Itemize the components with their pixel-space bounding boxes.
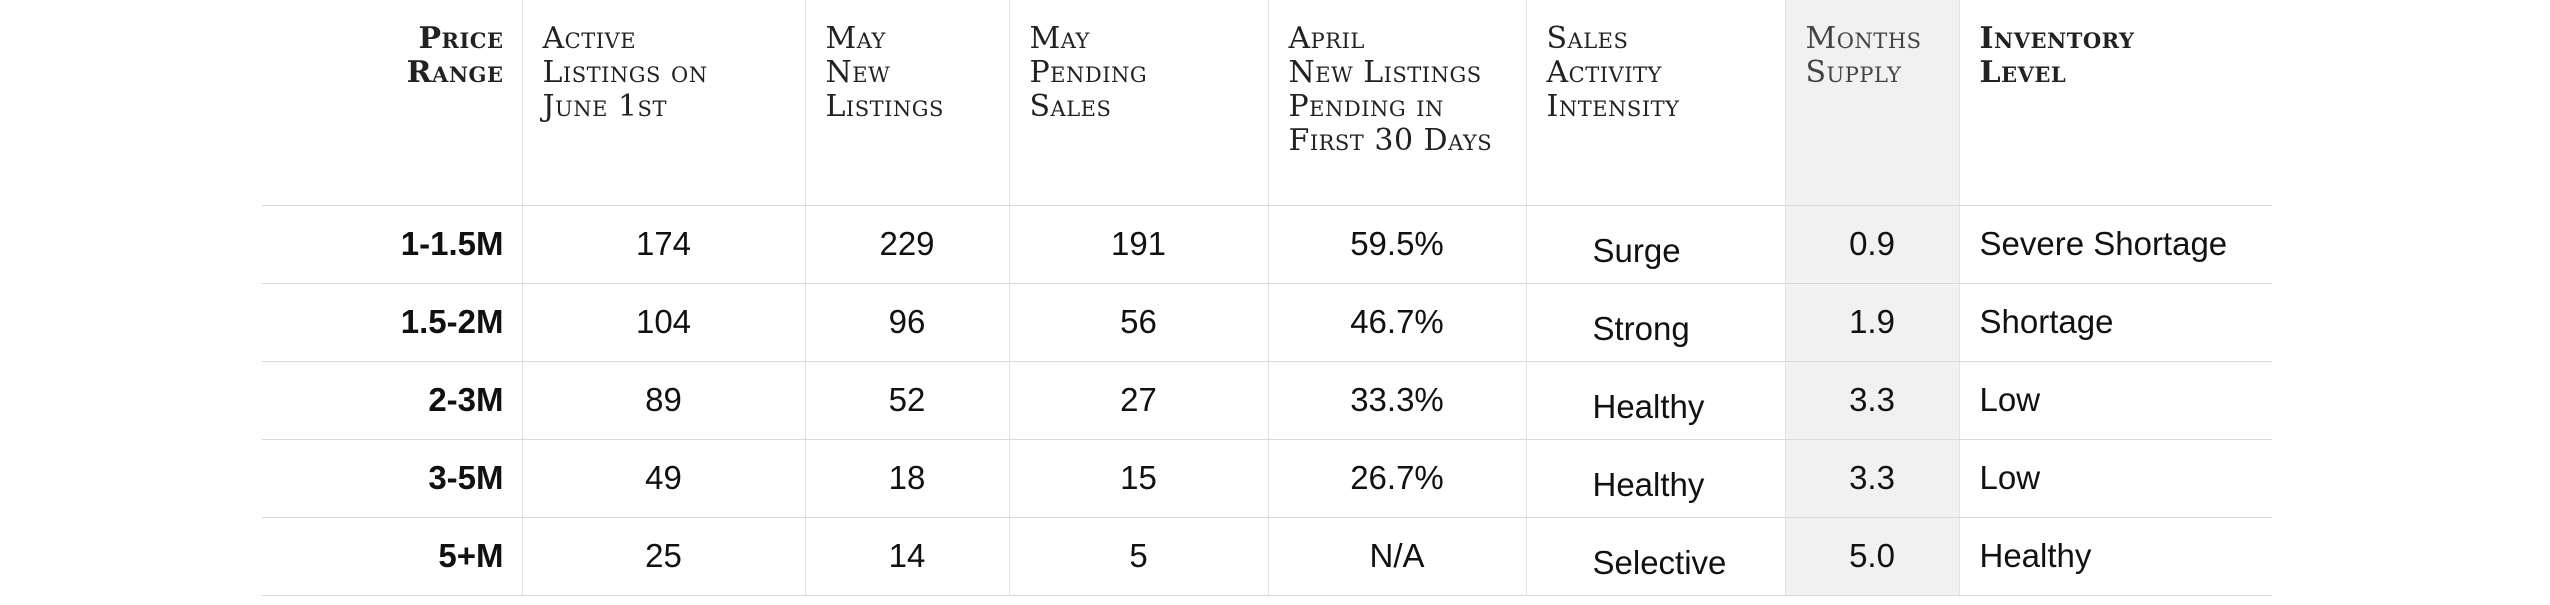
header-line: Intensity: [1546, 89, 1680, 124]
cell-inventory-level: Severe Shortage: [1958, 205, 2272, 284]
table-row: 2-3M 89 52 27 33.3% Healthy 3.3 Low: [262, 361, 2272, 440]
cell-inventory-level: Healthy: [1958, 517, 2272, 596]
header-line: Supply: [1805, 55, 1902, 90]
header-row: Price Range Active Listings on June 1st …: [262, 0, 2272, 206]
header-line: Pending in: [1288, 89, 1444, 124]
header-line: Level: [1979, 55, 2067, 90]
cell-april-pending: 46.7%: [1267, 283, 1526, 362]
table-row: 1.5-2M 104 96 56 46.7% Strong 1.9 Shorta…: [262, 283, 2272, 362]
cell-inventory-level: Low: [1958, 439, 2272, 518]
cell-sales-intensity: Healthy: [1525, 361, 1785, 440]
cell-active-listings: 49: [521, 439, 805, 518]
cell-months-supply: 3.3: [1784, 361, 1959, 440]
cell-april-pending: 33.3%: [1267, 361, 1526, 440]
cell-active-listings: 174: [521, 205, 805, 284]
header-line: Price: [418, 21, 504, 56]
header-price-range: Price Range: [262, 0, 522, 206]
table-row: 3-5M 49 18 15 26.7% Healthy 3.3 Low: [262, 439, 2272, 518]
header-line: Pending: [1029, 55, 1148, 90]
cell-sales-intensity: Strong: [1525, 283, 1785, 362]
header-line: Activity: [1546, 55, 1662, 90]
header-sales-activity: Sales Activity Intensity: [1525, 0, 1785, 206]
cell-active-listings: 89: [521, 361, 805, 440]
header-line: Range: [406, 55, 504, 90]
cell-months-supply: 5.0: [1784, 517, 1959, 596]
header-line: May: [825, 21, 886, 56]
cell-pending-sales: 56: [1008, 283, 1268, 362]
cell-price-range: 1.5-2M: [262, 283, 522, 362]
header-line: Months: [1805, 21, 1922, 56]
cell-months-supply: 3.3: [1784, 439, 1959, 518]
header-april-pending: April New Listings Pending in First 30 D…: [1267, 0, 1526, 206]
cell-new-listings: 14: [804, 517, 1009, 596]
header-line: Inventory: [1979, 21, 2135, 56]
cell-pending-sales: 27: [1008, 361, 1268, 440]
cell-active-listings: 25: [521, 517, 805, 596]
cell-april-pending: 26.7%: [1267, 439, 1526, 518]
header-line: Sales: [1546, 21, 1629, 56]
cell-pending-sales: 5: [1008, 517, 1268, 596]
cell-sales-intensity: Selective: [1525, 517, 1785, 596]
header-line: May: [1029, 21, 1090, 56]
header-may-new-listings: May New Listings: [804, 0, 1009, 206]
cell-months-supply: 0.9: [1784, 205, 1959, 284]
table-row: 5+M 25 14 5 N/A Selective 5.0 Healthy: [262, 517, 2272, 596]
cell-new-listings: 52: [804, 361, 1009, 440]
header-months-supply: Months Supply: [1784, 0, 1959, 206]
cell-active-listings: 104: [521, 283, 805, 362]
cell-price-range: 5+M: [262, 517, 522, 596]
cell-price-range: 1-1.5M: [262, 205, 522, 284]
header-line: Active: [542, 21, 637, 56]
header-line: New Listings: [1288, 55, 1482, 90]
cell-price-range: 3-5M: [262, 439, 522, 518]
market-table-container: Price Range Active Listings on June 1st …: [262, 0, 2272, 596]
cell-pending-sales: 15: [1008, 439, 1268, 518]
header-line: April: [1288, 21, 1365, 56]
header-inventory-level: Inventory Level: [1958, 0, 2272, 206]
header-may-pending-sales: May Pending Sales: [1008, 0, 1268, 206]
header-line: Listings: [825, 89, 944, 124]
cell-inventory-level: Low: [1958, 361, 2272, 440]
cell-april-pending: N/A: [1267, 517, 1526, 596]
header-line: June 1st: [542, 89, 667, 124]
cell-new-listings: 96: [804, 283, 1009, 362]
cell-sales-intensity: Healthy: [1525, 439, 1785, 518]
cell-april-pending: 59.5%: [1267, 205, 1526, 284]
cell-new-listings: 229: [804, 205, 1009, 284]
cell-inventory-level: Shortage: [1958, 283, 2272, 362]
header-line: New: [825, 55, 891, 90]
market-stats-table: Price Range Active Listings on June 1st …: [262, 0, 2272, 596]
table-row: 1-1.5M 174 229 191 59.5% Surge 0.9 Sever…: [262, 205, 2272, 284]
cell-new-listings: 18: [804, 439, 1009, 518]
cell-months-supply: 1.9: [1784, 283, 1959, 362]
header-line: Sales: [1029, 89, 1112, 124]
header-line: Listings on: [542, 55, 708, 90]
cell-pending-sales: 191: [1008, 205, 1268, 284]
header-active-listings: Active Listings on June 1st: [521, 0, 805, 206]
header-line: First 30 Days: [1288, 123, 1493, 158]
cell-price-range: 2-3M: [262, 361, 522, 440]
cell-sales-intensity: Surge: [1525, 205, 1785, 284]
